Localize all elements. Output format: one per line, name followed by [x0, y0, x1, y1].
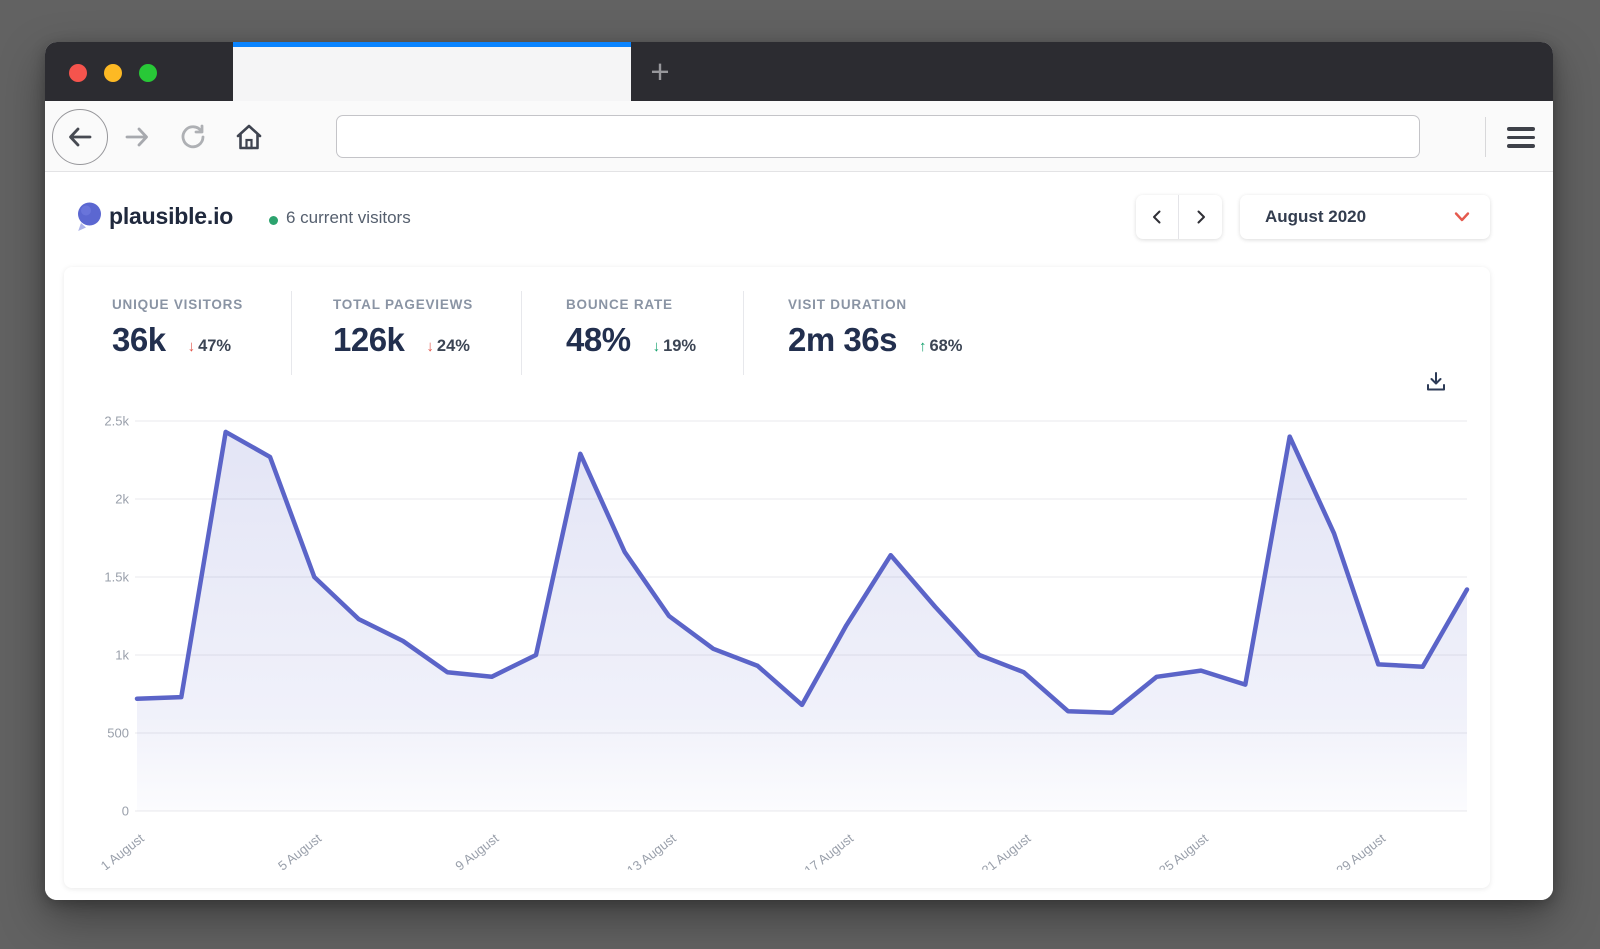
- home-icon: [236, 124, 262, 150]
- svg-text:500: 500: [107, 726, 129, 741]
- menu-icon: [1507, 127, 1535, 131]
- maximize-window-button[interactable]: [139, 64, 157, 82]
- next-period-button[interactable]: [1179, 195, 1222, 239]
- svg-text:1k: 1k: [115, 648, 129, 663]
- plausible-dashboard: plausible.io 6 current visitors August 2…: [45, 172, 1553, 900]
- analytics-card: UNIQUE VISITORS 36k ↓ 47% TOTAL PAGEVIEWS…: [64, 267, 1490, 888]
- period-dropdown[interactable]: August 2020: [1240, 195, 1490, 239]
- forward-arrow-icon: [125, 127, 148, 147]
- svg-text:29 August: 29 August: [1333, 830, 1388, 870]
- browser-toolbar: [45, 101, 1553, 172]
- svg-text:25 August: 25 August: [1156, 830, 1211, 870]
- site-name: plausible.io: [109, 203, 234, 229]
- period-dropdown-value: August 2020: [1265, 207, 1367, 226]
- download-icon: [1427, 372, 1445, 391]
- stats-row: UNIQUE VISITORS 36k ↓ 47% TOTAL PAGEVIEWS…: [64, 291, 1064, 379]
- home-button[interactable]: [234, 122, 264, 157]
- url-bar[interactable]: [336, 115, 1420, 158]
- svg-text:17 August: 17 August: [801, 830, 856, 870]
- current-visitors[interactable]: 6 current visitors: [286, 208, 411, 227]
- browser-titlebar: +: [45, 42, 1553, 101]
- close-window-button[interactable]: [69, 64, 87, 82]
- stat-value: 36k: [112, 321, 166, 358]
- svg-text:1.5k: 1.5k: [104, 570, 129, 585]
- chevron-right-icon: [1197, 210, 1205, 224]
- svg-text:5 August: 5 August: [275, 830, 324, 870]
- chart-area-fill: [137, 431, 1467, 811]
- stat-visit-duration[interactable]: VISIT DURATION 2m 36s ↑ 68%: [788, 297, 963, 358]
- stat-unique-visitors[interactable]: UNIQUE VISITORS 36k ↓ 47%: [64, 291, 292, 375]
- trend-down-icon: ↓: [652, 338, 661, 355]
- stat-total-pageviews[interactable]: TOTAL PAGEVIEWS 126k ↓ 24%: [292, 291, 522, 375]
- trend-up-icon: ↑: [918, 338, 927, 355]
- live-dot-icon: [269, 216, 278, 225]
- svg-text:0: 0: [122, 804, 129, 819]
- trend-down-icon: ↓: [426, 338, 434, 355]
- browser-tab-active[interactable]: [233, 42, 631, 101]
- stat-bounce-rate[interactable]: BOUNCE RATE 48% ↓ 19%: [522, 291, 744, 375]
- svg-text:1 August: 1 August: [98, 830, 147, 870]
- menu-button[interactable]: [1507, 127, 1535, 148]
- period-pager: [1136, 195, 1222, 239]
- new-tab-button[interactable]: +: [650, 53, 670, 90]
- back-button[interactable]: [52, 109, 108, 165]
- download-export-button[interactable]: [1424, 370, 1448, 394]
- plausible-logo-icon: [78, 202, 101, 231]
- svg-text:13 August: 13 August: [624, 830, 679, 870]
- back-arrow-icon: [69, 127, 92, 147]
- browser-window: +: [45, 42, 1553, 900]
- visitors-chart[interactable]: 0 500 1k 1.5k 2k 2.5k 1 August 5 August 9 Augus…: [85, 400, 1480, 870]
- chevron-down-icon: [1454, 212, 1470, 222]
- chart-x-axis-labels: 1 August 5 August 9 August 13 August 17 Augu…: [98, 830, 1389, 870]
- previous-period-button[interactable]: [1136, 195, 1179, 239]
- chart-y-axis-labels: 0 500 1k 1.5k 2k 2.5k: [104, 414, 129, 819]
- svg-text:2.5k: 2.5k: [104, 414, 129, 429]
- svg-text:21 August: 21 August: [979, 830, 1034, 870]
- minimize-window-button[interactable]: [104, 64, 122, 82]
- reload-icon: [181, 124, 205, 149]
- reload-button[interactable]: [179, 123, 207, 156]
- stat-value: 126k: [333, 321, 405, 358]
- svg-text:9 August: 9 August: [452, 830, 501, 870]
- forward-button[interactable]: [123, 123, 151, 156]
- svg-text:2k: 2k: [115, 492, 129, 507]
- stat-value: 48%: [566, 321, 631, 358]
- chart-line: [134, 429, 1470, 715]
- stat-value: 2m 36s: [788, 321, 897, 358]
- toolbar-divider: [1485, 117, 1486, 157]
- chevron-left-icon: [1153, 210, 1161, 224]
- trend-down-icon: ↓: [187, 338, 196, 355]
